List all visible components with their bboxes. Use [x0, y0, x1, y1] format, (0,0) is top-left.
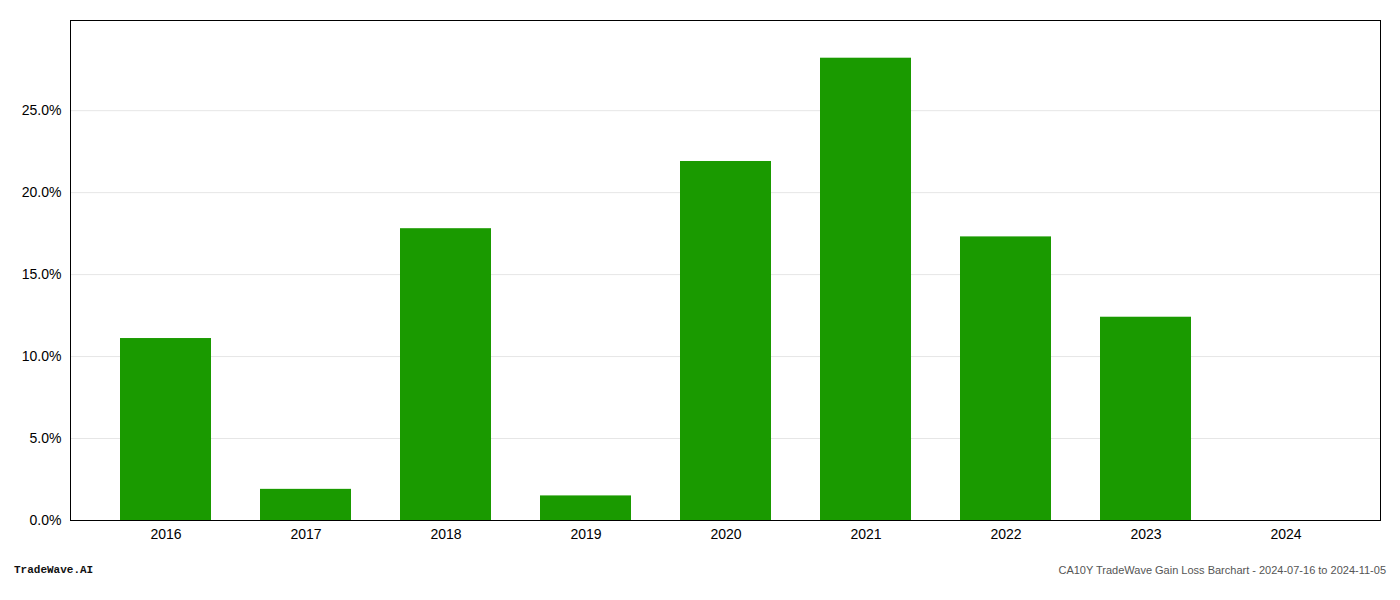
svg-text:2022: 2022: [990, 526, 1021, 542]
svg-text:15.0%: 15.0%: [22, 266, 62, 282]
svg-text:5.0%: 5.0%: [30, 430, 62, 446]
svg-text:2017: 2017: [290, 526, 321, 542]
html-text:CA10Y TradeWave Gain Loss Barc: CA10Y TradeWave Gain Loss Barchart - 202…: [1058, 564, 1386, 576]
svg-text:2016: 2016: [150, 526, 181, 542]
svg-text:2024: 2024: [1270, 526, 1301, 542]
svg-text:0.0%: 0.0%: [30, 512, 62, 528]
svg-text:25.0%: 25.0%: [22, 102, 62, 118]
svg-text:2023: 2023: [1130, 526, 1161, 542]
svg-text:10.0%: 10.0%: [22, 348, 62, 364]
svg-text:20.0%: 20.0%: [22, 184, 62, 200]
svg-text:2018: 2018: [430, 526, 461, 542]
html-text:TradeWave.AI: TradeWave.AI: [14, 564, 94, 576]
svg-text:2019: 2019: [570, 526, 601, 542]
svg-text:2021: 2021: [850, 526, 881, 542]
svg-text:2020: 2020: [710, 526, 741, 542]
